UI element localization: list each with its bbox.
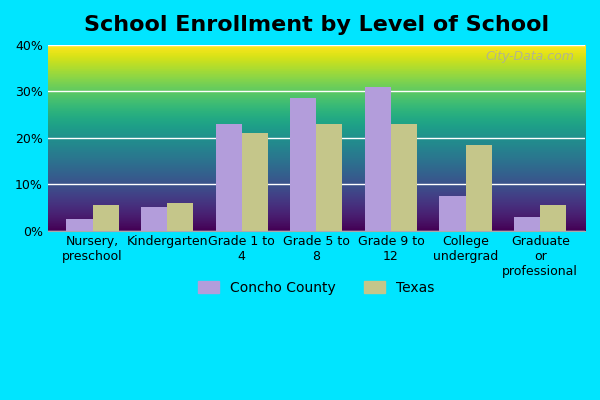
Bar (391, 124, 417, 230)
Bar (67, 219, 92, 230)
Title: School Enrollment by Level of School: School Enrollment by Level of School (84, 15, 549, 35)
Text: City-Data.com: City-Data.com (485, 50, 574, 64)
Bar (167, 203, 193, 230)
Bar (540, 205, 566, 230)
Bar (316, 124, 343, 230)
Bar (514, 217, 540, 230)
Bar (242, 133, 268, 230)
Bar (365, 87, 391, 230)
Bar (92, 205, 119, 230)
Bar (141, 207, 167, 230)
Bar (290, 98, 316, 230)
Bar (439, 196, 466, 230)
Bar (466, 145, 492, 230)
Bar (215, 124, 242, 230)
Legend: Concho County, Texas: Concho County, Texas (191, 274, 441, 302)
